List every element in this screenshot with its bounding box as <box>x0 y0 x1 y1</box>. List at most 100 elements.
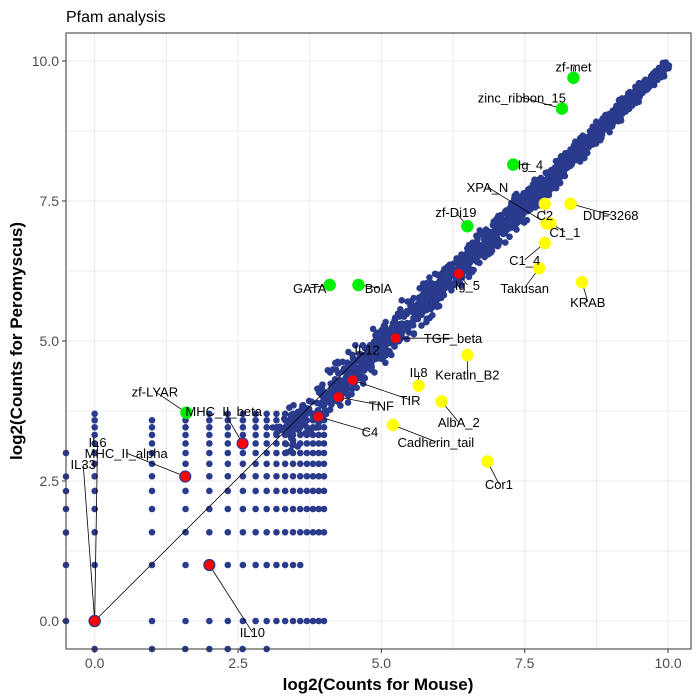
background-point <box>320 423 328 431</box>
label-c2: C2 <box>536 208 553 223</box>
background-point <box>275 424 283 431</box>
label-c4: C4 <box>362 425 379 440</box>
background-point <box>301 430 309 437</box>
background-point <box>224 440 232 447</box>
leader-line <box>209 564 253 633</box>
label-cor1: Cor1 <box>485 477 513 492</box>
point-ig-5 <box>452 267 465 280</box>
background-point <box>281 561 289 569</box>
background-point <box>273 460 280 468</box>
background-point <box>320 505 328 513</box>
label-il33: IL33 <box>71 457 96 472</box>
label-mhc-ii-beta: MHC_II_beta <box>185 404 262 419</box>
background-point <box>296 472 304 480</box>
background-point <box>418 322 425 329</box>
background-point <box>224 431 232 439</box>
background-point <box>394 313 401 320</box>
background-point <box>506 233 513 241</box>
background-point <box>350 360 358 368</box>
background-point <box>295 412 303 420</box>
background-point <box>361 359 369 367</box>
label-c1-1: C1_1 <box>549 225 580 240</box>
background-point <box>644 79 652 86</box>
background-point <box>252 505 259 513</box>
background-point <box>315 440 322 447</box>
background-point <box>467 266 474 273</box>
background-point <box>482 226 490 233</box>
y-tick-label: 10.0 <box>32 53 59 69</box>
background-point <box>382 335 390 342</box>
background-point <box>91 528 98 536</box>
background-point <box>296 561 304 569</box>
point-tnf <box>332 390 345 404</box>
chart-title: Pfam analysis <box>66 9 166 26</box>
background-point <box>295 426 303 433</box>
background-point <box>348 390 355 398</box>
background-point <box>439 279 446 286</box>
background-point <box>389 325 397 333</box>
y-tick-label: 7.5 <box>40 193 60 209</box>
background-point <box>531 193 538 201</box>
background-point <box>239 460 247 468</box>
background-point <box>182 460 189 468</box>
label-tir: TIR <box>400 393 421 408</box>
label-ig-5: Ig_5 <box>455 278 480 293</box>
background-point <box>91 431 98 439</box>
background-point <box>352 341 359 349</box>
background-point <box>660 66 668 74</box>
background-point <box>252 440 259 447</box>
background-point <box>273 410 280 418</box>
background-point <box>252 472 259 480</box>
background-point <box>303 617 311 625</box>
background-point <box>206 617 213 625</box>
background-point <box>252 410 259 418</box>
background-point <box>480 231 488 239</box>
background-point <box>635 95 643 102</box>
background-point <box>91 440 98 447</box>
label-keratin-b2: Keratin_B2 <box>435 368 499 383</box>
background-point <box>182 449 189 457</box>
background-point <box>239 472 247 480</box>
background-point <box>423 306 430 314</box>
background-point <box>322 389 329 397</box>
background-point <box>91 505 98 513</box>
background-point <box>148 528 156 536</box>
background-point <box>283 418 291 426</box>
background-point <box>380 322 388 330</box>
point-c2 <box>538 197 551 210</box>
background-point <box>273 505 280 513</box>
background-point <box>594 126 601 133</box>
background-point <box>465 273 473 281</box>
leader-line <box>352 379 411 401</box>
plot-panel: IL6 IL33 IL12 MHC_II_alpha MHC_II_beta IL10 C4… <box>62 32 692 653</box>
background-point <box>435 271 442 279</box>
leader-line <box>570 203 611 216</box>
background-point <box>148 561 156 569</box>
background-point <box>296 449 304 457</box>
point-il8 <box>412 379 425 392</box>
background-point <box>344 399 352 406</box>
point-bola <box>352 278 365 292</box>
background-point <box>263 561 270 569</box>
background-point <box>569 151 576 158</box>
background-point <box>423 315 431 323</box>
background-point <box>320 617 328 625</box>
background-point <box>508 207 516 215</box>
background-point <box>281 487 289 495</box>
background-point <box>318 402 325 409</box>
background-point <box>488 247 496 254</box>
background-point <box>315 449 322 457</box>
background-point <box>531 176 538 183</box>
background-point <box>326 406 334 413</box>
background-point <box>398 297 406 304</box>
background-point <box>206 416 213 424</box>
background-point <box>299 401 307 409</box>
point-krab <box>575 276 589 289</box>
background-point <box>579 143 587 150</box>
background-point <box>206 460 213 468</box>
point-takusan <box>532 262 546 275</box>
background-point <box>328 401 335 409</box>
background-point <box>396 323 404 330</box>
background-point <box>521 193 529 201</box>
background-point <box>148 449 156 457</box>
